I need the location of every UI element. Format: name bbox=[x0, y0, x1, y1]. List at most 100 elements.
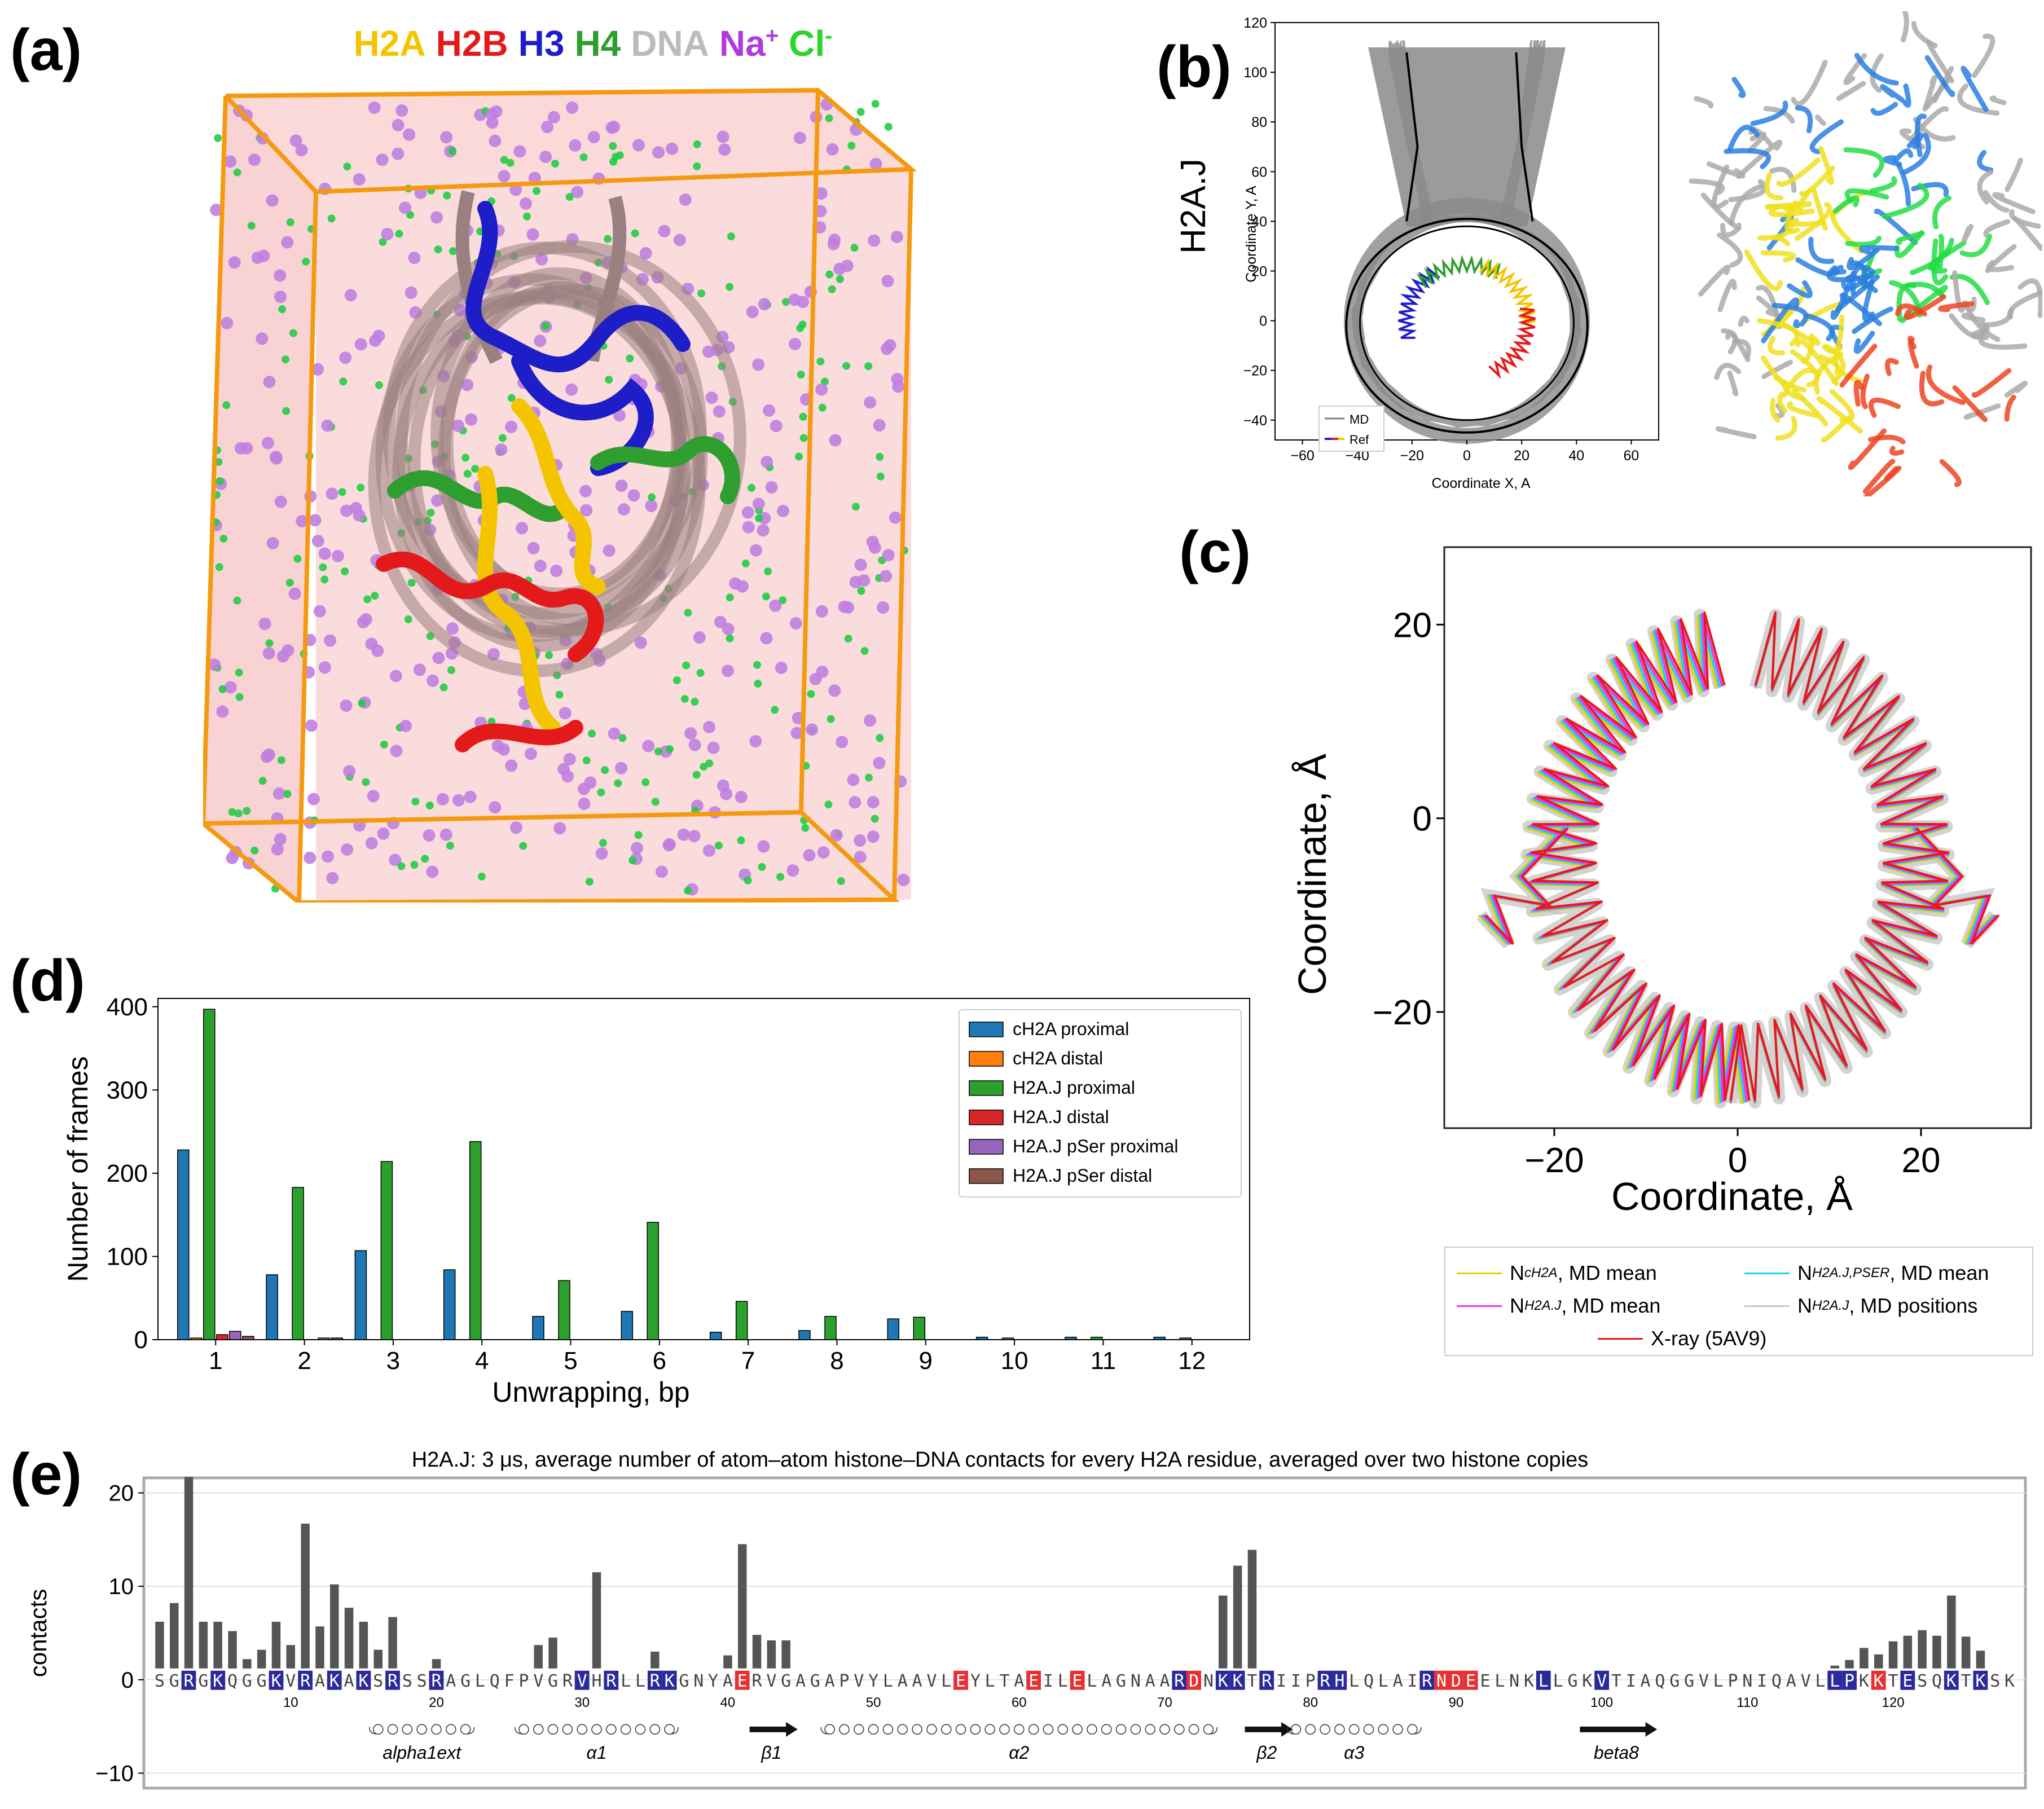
residue-letter: K bbox=[1874, 1671, 1884, 1691]
legend-label: cH2A distal bbox=[1013, 1048, 1103, 1068]
residue-highlight bbox=[1026, 1670, 1041, 1690]
na-ion bbox=[266, 194, 279, 207]
residue-number: 50 bbox=[866, 1695, 881, 1710]
na-ion bbox=[752, 358, 765, 371]
cl-ion bbox=[844, 635, 852, 643]
cl-ion bbox=[542, 322, 550, 330]
cl-ion bbox=[842, 362, 851, 370]
x-axis-label: Coordinate X, A bbox=[1431, 476, 1530, 491]
ensemble-strand bbox=[1783, 188, 1812, 213]
na-ion bbox=[793, 131, 806, 144]
na-ion bbox=[615, 479, 628, 492]
ensemble-strand bbox=[1843, 147, 1885, 178]
cl-ion bbox=[235, 668, 243, 677]
cl-ion bbox=[684, 887, 692, 895]
na-ion bbox=[311, 535, 324, 548]
cl-ion bbox=[758, 862, 766, 871]
na-ion bbox=[440, 131, 453, 144]
residue-highlight bbox=[1827, 1670, 1843, 1690]
ensemble-strand bbox=[1926, 364, 1966, 406]
bar-h2a-j-proximal bbox=[1179, 1337, 1192, 1340]
helix-bracket bbox=[368, 1727, 475, 1735]
na-ion bbox=[318, 661, 331, 674]
residue-letter: V bbox=[285, 1671, 296, 1691]
cl-ion bbox=[654, 747, 662, 756]
ensemble-strand bbox=[1731, 77, 1746, 98]
residue-letter: V bbox=[854, 1671, 864, 1691]
cl-ion bbox=[320, 575, 329, 584]
cl-ion bbox=[588, 729, 596, 738]
bar-h2a-j-proximal bbox=[1091, 1336, 1103, 1340]
residue-letter: E bbox=[1072, 1671, 1083, 1691]
residue-letter: A bbox=[825, 1671, 835, 1691]
na-ion bbox=[605, 121, 618, 134]
na-ion bbox=[210, 204, 223, 217]
na-ion bbox=[736, 580, 749, 593]
helix-coil bbox=[1378, 1724, 1389, 1735]
residue-letter: N bbox=[1436, 1671, 1447, 1691]
reference-backbone bbox=[1398, 254, 1536, 379]
bar-h2a-j-pser-distal bbox=[242, 1336, 254, 1340]
ensemble-strand bbox=[1795, 105, 1813, 134]
na-ion bbox=[208, 658, 221, 671]
x-tick-label: 6 bbox=[653, 1347, 666, 1375]
y-tick-label: 60 bbox=[1251, 164, 1267, 180]
residue-letter: I bbox=[1043, 1671, 1053, 1691]
residue-highlight bbox=[385, 1670, 400, 1690]
residue-letter: L bbox=[941, 1671, 951, 1691]
helix-coil bbox=[1334, 1724, 1345, 1735]
na-ion bbox=[270, 452, 283, 465]
na-ion bbox=[226, 852, 239, 865]
residue-letter: K bbox=[358, 1671, 368, 1691]
secondary-structure-label: alpha1ext bbox=[383, 1742, 461, 1763]
residue-letter: T bbox=[999, 1671, 1009, 1691]
na-ion bbox=[274, 495, 287, 508]
residue-letter: T bbox=[1247, 1671, 1257, 1691]
ensemble-strand bbox=[1989, 95, 2007, 105]
residue-highlight bbox=[1900, 1670, 1915, 1690]
residue-letter: K bbox=[1975, 1671, 1985, 1691]
legend-swatch bbox=[969, 1022, 1004, 1037]
residue-letter: R bbox=[431, 1671, 442, 1691]
na-ion bbox=[587, 131, 600, 144]
ensemble-strand bbox=[1854, 52, 1899, 86]
cl-ion bbox=[860, 647, 869, 655]
na-ion bbox=[541, 121, 553, 134]
histone-ribbon bbox=[455, 720, 583, 752]
cl-ion bbox=[302, 257, 310, 266]
ensemble-strand bbox=[1724, 148, 1772, 169]
cl-ion bbox=[741, 559, 750, 567]
contact-bar bbox=[1874, 1654, 1883, 1669]
cl-ion bbox=[233, 596, 241, 605]
cl-ion bbox=[651, 798, 660, 806]
cl-ion bbox=[498, 434, 507, 442]
residue-number: 110 bbox=[1737, 1695, 1758, 1710]
ensemble-strand bbox=[2005, 157, 2023, 192]
ensemble-strand bbox=[2017, 278, 2042, 318]
x-tick-label: 11 bbox=[1091, 1347, 1116, 1375]
na-ion bbox=[389, 853, 402, 866]
na-ion bbox=[309, 514, 322, 527]
residue-letter: L bbox=[1539, 1671, 1549, 1691]
secondary-structure-label: α3 bbox=[1344, 1742, 1364, 1763]
ensemble-strand bbox=[1772, 235, 1791, 247]
na-ion bbox=[627, 489, 640, 502]
ensemble-strand bbox=[1818, 146, 1834, 185]
cl-ion bbox=[379, 237, 387, 246]
na-ion bbox=[746, 306, 759, 318]
residue-letter: P bbox=[839, 1671, 849, 1691]
na-ion bbox=[645, 499, 658, 512]
cl-ion bbox=[215, 563, 223, 571]
contact-bar bbox=[1947, 1595, 1956, 1669]
legend-label: cH2A proximal bbox=[1013, 1019, 1129, 1039]
strand-arrow bbox=[1245, 1722, 1293, 1737]
ensemble-strand bbox=[1868, 434, 1906, 444]
na-ion bbox=[617, 503, 630, 516]
na-ion bbox=[882, 549, 895, 562]
contact-bar bbox=[767, 1640, 776, 1669]
cl-ion bbox=[771, 706, 779, 714]
residue-letter: Y bbox=[868, 1671, 878, 1691]
residue-letter: L bbox=[635, 1671, 645, 1691]
na-ion bbox=[760, 632, 773, 645]
